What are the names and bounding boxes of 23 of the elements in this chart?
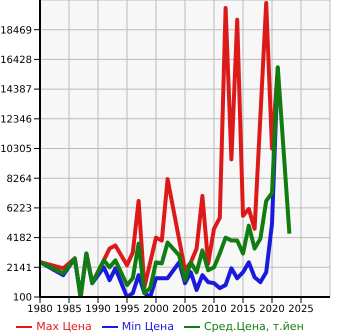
legend-label: Сред.Цена, т.йен — [204, 320, 304, 334]
legend-label: Min Цена — [122, 320, 174, 334]
x-tick-label: 2025 — [288, 304, 314, 316]
y-tick-label: 16428 — [0, 54, 32, 66]
y-tick-label: 8264 — [6, 174, 32, 185]
x-tick-label: 2020 — [259, 304, 285, 316]
y-tick-label: 4182 — [6, 233, 32, 244]
y-tick-label: 10305 — [0, 144, 32, 156]
x-tick-label: 1995 — [114, 304, 140, 316]
x-tick-label: 1980 — [27, 304, 53, 316]
x-tick-label: 2015 — [230, 304, 256, 316]
y-tick-label: 12346 — [0, 114, 32, 126]
y-tick-label: 14387 — [0, 84, 32, 96]
y-tick-label: 18469 — [0, 25, 32, 36]
x-tick-label: 1990 — [85, 304, 111, 316]
x-tick-label: 2010 — [201, 304, 227, 316]
x-tick-label: 1985 — [56, 304, 82, 316]
x-tick-label: 2005 — [172, 304, 198, 316]
y-tick-label: 2141 — [6, 262, 32, 274]
x-tick-label: 2000 — [143, 304, 169, 316]
y-tick-label: 100 — [12, 292, 32, 304]
y-tick-label: 6223 — [6, 203, 32, 214]
legend-label: Max Цена — [36, 320, 92, 334]
